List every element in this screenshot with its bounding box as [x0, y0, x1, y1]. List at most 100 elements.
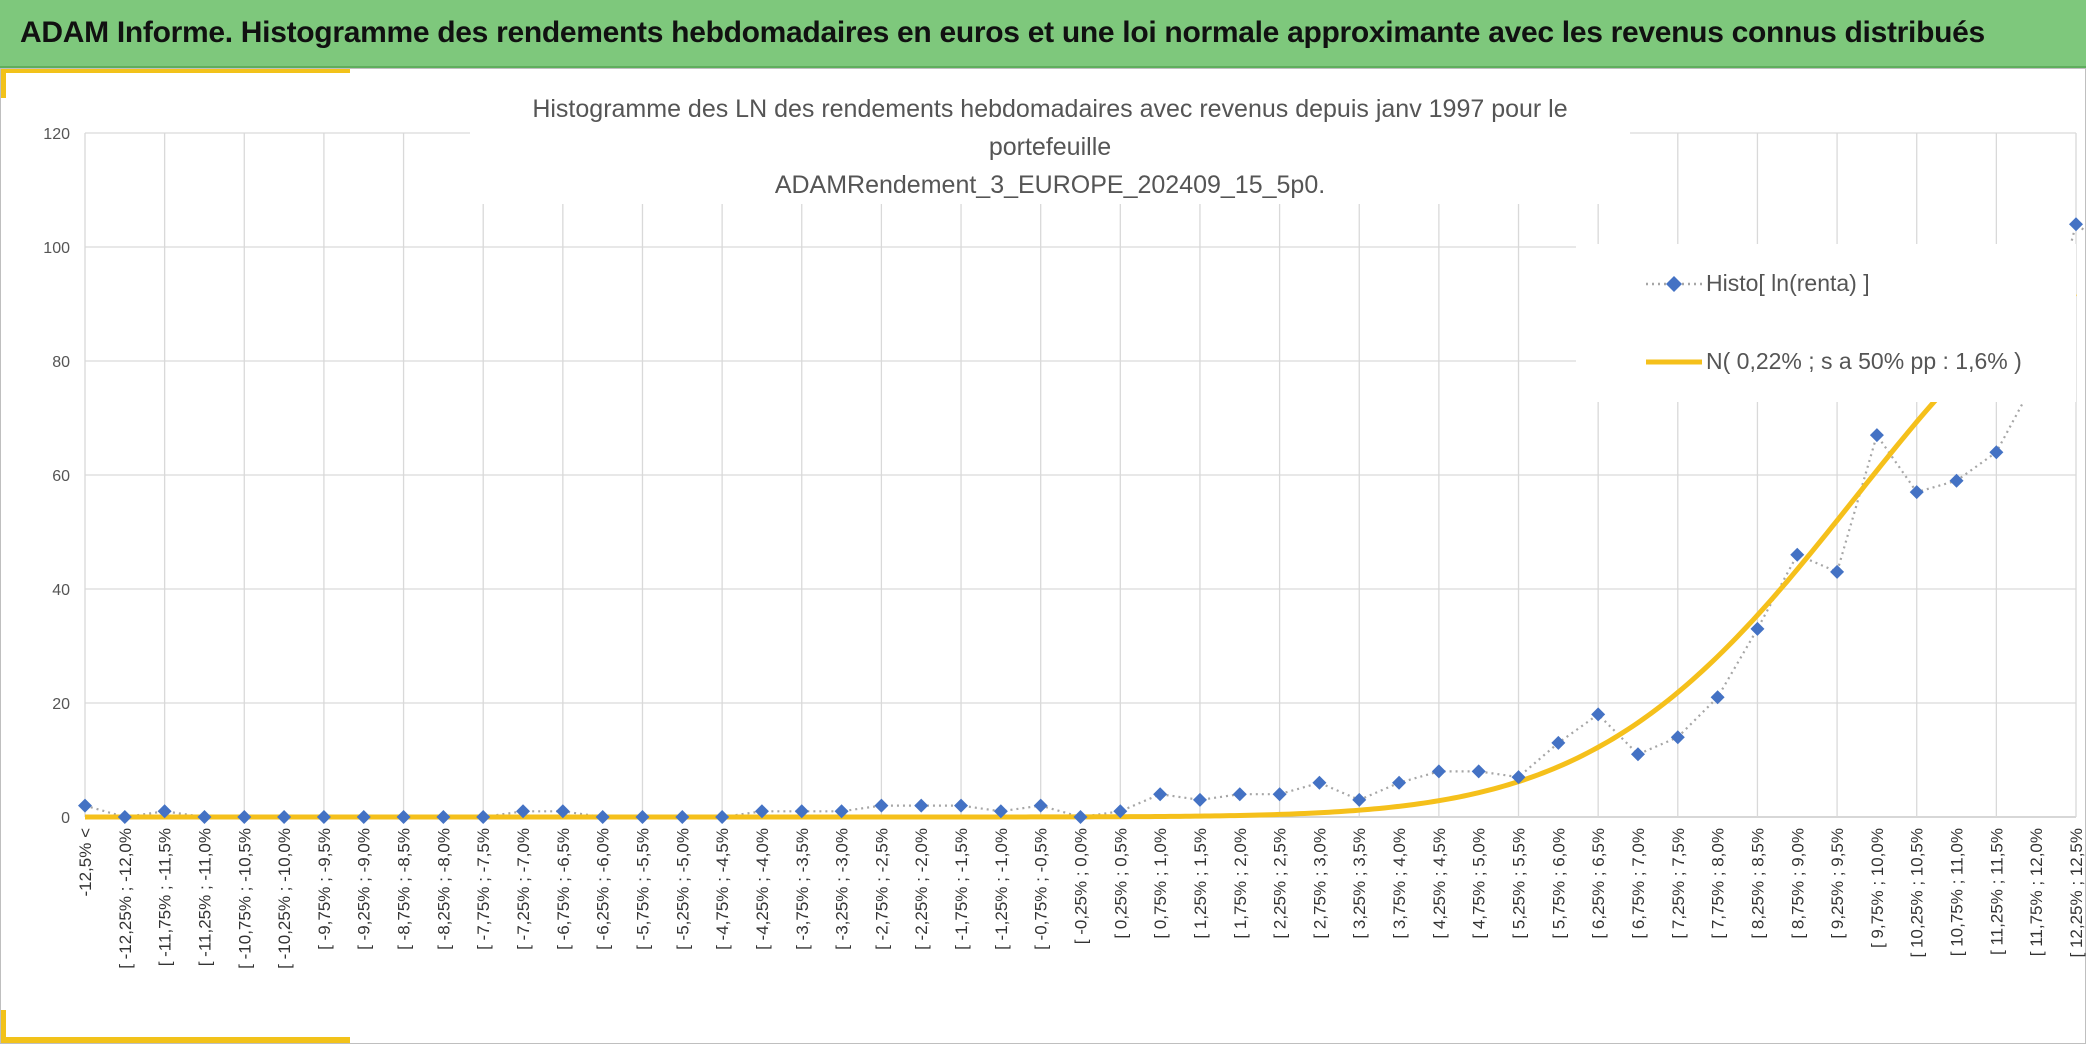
legend-item-histo: Histo[ ln(renta) ] — [1576, 264, 2076, 304]
x-tick-label: [ 6,75% ; 7,0% — [1629, 828, 1648, 939]
x-tick-label: [ 8,25% ; 8,5% — [1748, 828, 1767, 939]
x-tick-label: [ -8,75% ; -8,5% — [395, 828, 414, 950]
x-tick-label: [ -6,25% ; -6,0% — [594, 828, 613, 950]
x-tick-label: [ -2,75% ; -2,5% — [872, 828, 891, 950]
x-tick-label: [ 12,25% ; 12,5% — [2067, 828, 2086, 957]
histo-point — [476, 810, 491, 824]
x-tick-label: [ -11,75% ; -11,5% — [156, 828, 175, 966]
histo-point — [1750, 621, 1765, 636]
histo-point — [1710, 690, 1725, 705]
chart-legend: Histo[ ln(renta) ] N( 0,22% ; s a 50% pp… — [1576, 244, 2076, 402]
x-tick-label: [ 4,25% ; 4,5% — [1430, 828, 1449, 939]
accent-bar-bottom — [0, 1037, 350, 1043]
histo-point — [1232, 787, 1247, 802]
x-tick-label: [ -3,75% ; -3,5% — [793, 828, 812, 950]
x-tick-label: [ 9,75% ; 10,0% — [1868, 828, 1887, 948]
histo-point — [2069, 217, 2083, 232]
x-tick-label: [ -1,25% ; -1,0% — [992, 828, 1011, 950]
x-tick-label: -12,5% < — [76, 828, 95, 897]
x-tick-label: [ -3,25% ; -3,0% — [833, 828, 852, 950]
x-tick-label: [ 0,25% ; 0,5% — [1111, 828, 1130, 939]
histo-point — [1392, 775, 1407, 790]
accent-bar-left-bottom — [0, 1010, 6, 1043]
histo-polyline — [84, 222, 2086, 819]
grid-lines — [84, 132, 2077, 818]
y-tick-label: 120 — [43, 126, 70, 143]
legend-item-normal: N( 0,22% ; s a 50% pp : 1,6% ) — [1576, 342, 2076, 382]
histo-point — [1551, 735, 1566, 750]
x-tick-label: [ -9,75% ; -9,5% — [315, 828, 334, 950]
histo-point — [675, 810, 690, 824]
x-tick-label: [ -0,75% ; -0,5% — [1032, 828, 1051, 950]
x-tick-label: [ -10,25% ; -10,0% — [275, 828, 294, 969]
histo-point — [635, 810, 650, 824]
x-tick-label: [ -7,25% ; -7,0% — [514, 828, 533, 950]
histo-point — [1073, 810, 1088, 824]
histo-point — [396, 810, 411, 824]
x-tick-label: [ -4,25% ; -4,0% — [753, 828, 772, 950]
x-tick-label: [ -0,25% ; 0,0% — [1072, 828, 1091, 944]
x-tick-label: [ 1,75% ; 2,0% — [1231, 828, 1250, 939]
x-tick-label: [ 7,75% ; 8,0% — [1709, 828, 1728, 939]
legend-swatch-histo — [1646, 276, 1702, 292]
y-axis-ticks: 0 20 40 60 80 100 120 — [43, 126, 70, 827]
x-tick-label: [ -9,25% ; -9,0% — [355, 828, 374, 950]
accent-bar-top — [0, 68, 350, 73]
x-tick-label: [ 1,25% ; 1,5% — [1191, 828, 1210, 939]
x-tick-label: [ -6,75% ; -6,5% — [554, 828, 573, 950]
histo-point — [1153, 787, 1168, 802]
histo-point — [715, 810, 730, 824]
x-tick-label: [ 5,25% ; 5,5% — [1510, 828, 1529, 939]
histo-point — [1033, 798, 1048, 813]
x-tick-label: [ -5,25% ; -5,0% — [673, 828, 692, 950]
histo-point — [197, 810, 212, 824]
x-tick-label: [ -4,75% ; -4,5% — [713, 828, 732, 950]
x-tick-label: [ -1,75% ; -1,5% — [952, 828, 971, 950]
histo-point — [356, 810, 371, 824]
histo-point — [277, 810, 292, 824]
x-tick-label: [ 11,75% ; 12,0% — [2027, 828, 2046, 956]
x-tick-label: [ 2,75% ; 3,0% — [1310, 828, 1329, 939]
histo-point — [1192, 792, 1207, 807]
histo-point — [834, 804, 849, 819]
y-tick-label: 100 — [43, 240, 70, 257]
y-tick-label: 0 — [61, 810, 70, 827]
histo-point — [1272, 787, 1287, 802]
x-tick-label: [ -11,25% ; -11,0% — [195, 828, 214, 966]
histo-point — [1471, 764, 1486, 779]
chart-title: Histogramme des LN des rendements hebdom… — [470, 90, 1630, 204]
histo-point — [1830, 564, 1845, 579]
histo-point — [1630, 747, 1645, 762]
histo-point — [316, 810, 331, 824]
x-axis-labels: -12,5% < [ -12,25% ; -12,0% [ -11,75% ; -1… — [76, 828, 2086, 969]
histo-point — [595, 810, 610, 824]
y-tick-label: 40 — [52, 582, 70, 599]
x-tick-label: [ -5,75% ; -5,5% — [633, 828, 652, 950]
histo-point — [1790, 547, 1805, 562]
histo-point — [555, 804, 570, 819]
histo-point — [1352, 792, 1367, 807]
histo-point — [1312, 775, 1327, 790]
x-tick-label: [ -12,25% ; -12,0% — [116, 828, 135, 969]
histo-series-line — [84, 222, 2086, 819]
histo-point — [1511, 770, 1526, 785]
legend-label-normal: N( 0,22% ; s a 50% pp : 1,6% ) — [1706, 348, 2022, 374]
x-tick-label: [ 10,25% ; 10,5% — [1908, 828, 1927, 957]
x-tick-label: [ 6,25% ; 6,5% — [1589, 828, 1608, 939]
histo-point — [954, 798, 969, 813]
x-tick-label: [ 4,75% ; 5,0% — [1470, 828, 1489, 939]
x-tick-label: [ 7,25% ; 7,5% — [1669, 828, 1688, 939]
x-tick-label: [ -10,75% ; -10,5% — [235, 828, 254, 969]
banner-title: ADAM Informe. Histogramme des rendements… — [20, 16, 1985, 49]
histo-point — [117, 810, 132, 824]
x-tick-label: [ -2,25% ; -2,0% — [912, 828, 931, 950]
histo-point — [516, 804, 531, 819]
histo-point — [237, 810, 252, 824]
histo-point — [1909, 485, 1924, 500]
x-tick-label: [ 9,25% ; 9,5% — [1828, 828, 1847, 939]
x-tick-label: [ 0,75% ; 1,0% — [1151, 828, 1170, 939]
y-tick-label: 20 — [52, 696, 70, 713]
x-tick-label: [ 11,25% ; 11,5% — [1987, 828, 2006, 955]
legend-swatch-normal — [1646, 359, 1702, 365]
